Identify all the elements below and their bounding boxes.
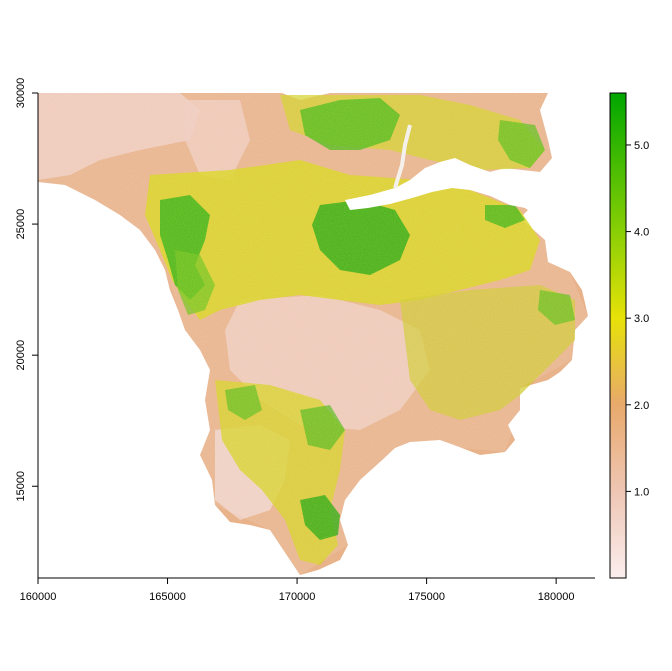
x-tick-label: 170000 [279, 591, 316, 603]
legend-colorbar [609, 92, 627, 579]
legend-tick-label: 3.0 [634, 313, 649, 325]
river-channel [393, 124, 412, 189]
estuary [345, 158, 525, 210]
x-tick-label: 160000 [20, 591, 57, 603]
x-tick-label: 165000 [149, 591, 186, 603]
x-tick-label: 180000 [538, 591, 575, 603]
y-tick-label: 15000 [15, 471, 27, 502]
color-legend: 1.0 2.0 3.0 4.0 5.0 [609, 92, 649, 579]
x-tick-label: 175000 [408, 591, 445, 603]
raster-texture [38, 93, 588, 575]
raster-map [38, 93, 588, 575]
x-axis: 160000 165000 170000 175000 180000 [20, 577, 595, 603]
y-tick-label: 30000 [15, 78, 27, 109]
legend-tick-label: 1.0 [634, 486, 649, 498]
legend-tick-label: 5.0 [634, 140, 649, 152]
legend-ticks: 1.0 2.0 3.0 4.0 5.0 [626, 140, 649, 498]
y-axis: 15000 20000 25000 30000 [15, 78, 39, 578]
legend-tick-label: 2.0 [634, 400, 649, 412]
y-tick-label: 20000 [15, 340, 27, 371]
legend-tick-label: 4.0 [634, 227, 649, 239]
y-tick-label: 25000 [15, 209, 27, 240]
